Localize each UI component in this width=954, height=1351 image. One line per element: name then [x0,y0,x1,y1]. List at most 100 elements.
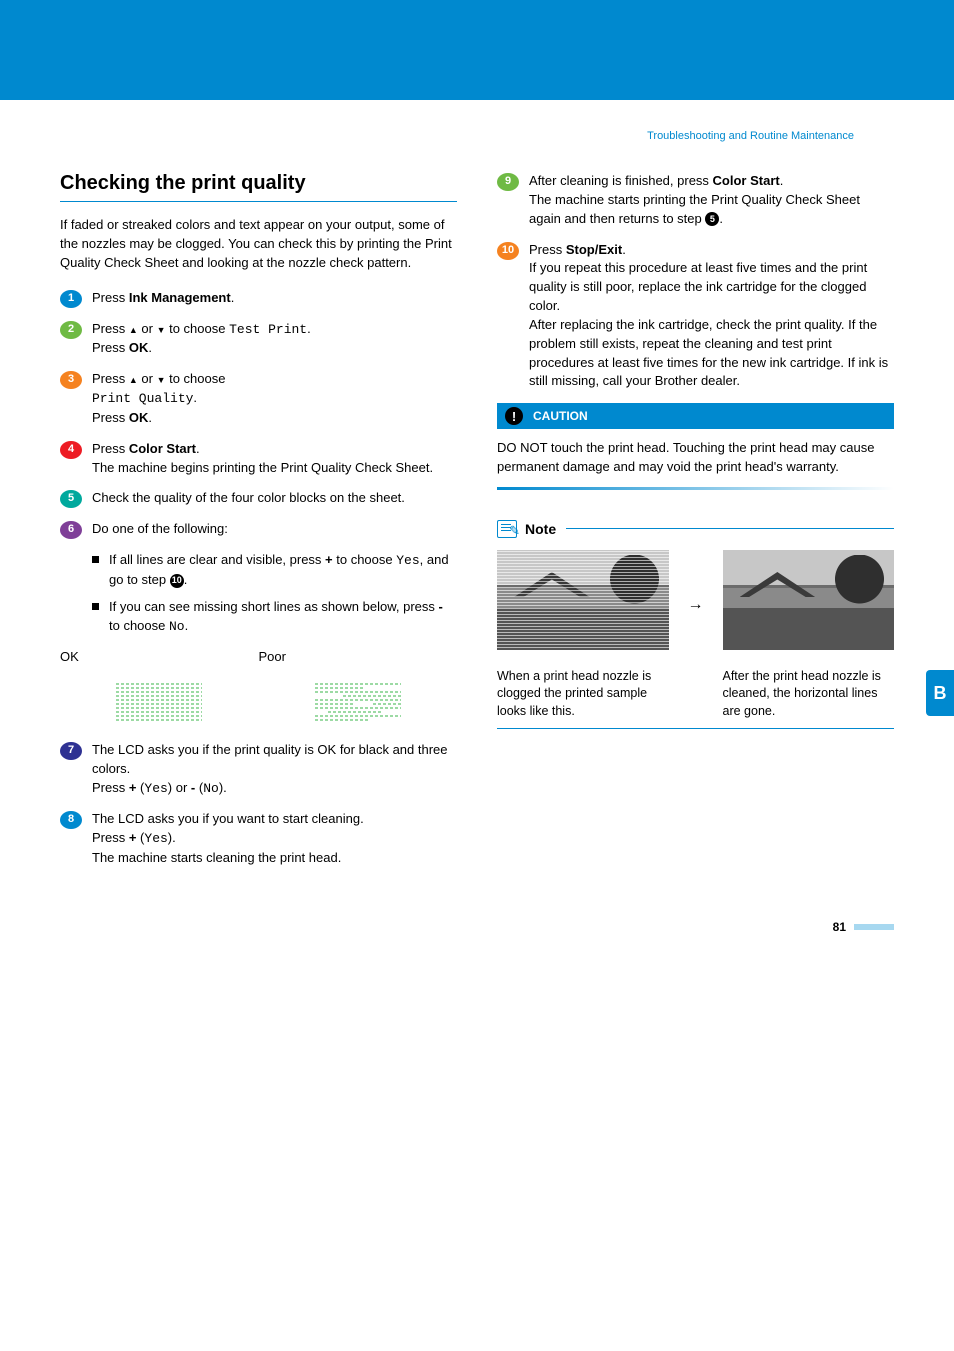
sample-image-clean [723,550,895,650]
text: If you repeat this procedure at least fi… [529,260,867,313]
page-number: 81 [833,920,846,934]
step-6: 6 Do one of the following: [60,520,457,539]
text: . [307,321,311,336]
step-10: 10 Press Stop/Exit. If you repeat this p… [497,241,894,392]
step-9: 9 After cleaning is finished, press Colo… [497,172,894,229]
note-header: Note [497,520,894,538]
bullet-list: If all lines are clear and visible, pres… [92,551,457,636]
text: ) or [168,780,191,795]
text: . [622,242,626,257]
text: The machine starts printing the Print Qu… [529,192,860,226]
section-tab: B [926,670,954,716]
text: . [193,390,197,405]
note-left [497,550,669,660]
text: Press [92,321,129,336]
text: Press [529,242,566,257]
note-label: Note [525,521,556,537]
bold: OK [129,340,149,355]
bullet-2-text: If you can see missing short lines as sh… [109,598,457,637]
text: to choose [165,371,225,386]
roof-icon [514,572,608,597]
nozzle-patterns: placeholder [60,680,457,725]
top-banner [0,0,954,100]
mono: Yes [396,553,419,568]
step-3: 3 Press or to choose Print Quality. Pres… [60,370,457,428]
page-bar-icon [854,924,894,930]
bullet-1: If all lines are clear and visible, pres… [92,551,457,590]
caution-label: CAUTION [533,409,588,423]
text: . [184,572,188,587]
ok-label: OK [60,649,259,664]
step-1-body: Press Ink Management. [92,289,457,308]
ok-poor-labels: OK Poor [60,649,457,664]
text: After cleaning is finished, press [529,173,713,188]
arrow-icon: → [689,550,703,660]
step-8-body: The LCD asks you if you want to start cl… [92,810,457,868]
intro-paragraph: If faded or streaked colors and text app… [60,216,457,273]
note-images: → [497,550,894,660]
spacer [689,668,703,721]
step-7-body: The LCD asks you if the print quality is… [92,741,457,799]
step-4-body: Press Color Start. The machine begins pr… [92,440,457,478]
step-ref-icon: 10 [170,574,184,588]
step-badge-1: 1 [60,290,82,308]
text: If all lines are clear and visible, pres… [109,552,325,567]
up-arrow-icon [129,321,138,336]
step-badge-2: 2 [60,321,82,339]
pattern-ok-svg: placeholder [114,680,204,725]
mono: No [203,781,219,796]
step-1: 1 Press Ink Management. [60,289,457,308]
text: Press [92,371,129,386]
content: Troubleshooting and Routine Maintenance … [0,100,954,920]
note-captions: When a print head nozzle is clogged the … [497,668,894,721]
step-badge-9: 9 [497,173,519,191]
text: ). [168,830,176,845]
step-badge-6: 6 [60,521,82,539]
text: Press [92,780,129,795]
tree-icon [834,555,885,615]
text: The LCD asks you if you want to start cl… [92,811,364,826]
bullet-1-text: If all lines are clear and visible, pres… [109,551,457,590]
text: to choose [165,321,229,336]
page: { "breadcrumb": "Troubleshooting and Rou… [0,0,954,934]
bullet-2: If you can see missing short lines as sh… [92,598,457,637]
caution-body: DO NOT touch the print head. Touching th… [497,439,894,477]
step-7: 7 The LCD asks you if the print quality … [60,741,457,799]
pattern-poor-svg [313,680,403,725]
mono: Yes [144,831,167,846]
page-footer: 81 [0,920,954,934]
two-columns: Checking the print quality If faded or s… [60,172,894,880]
step-9-body: After cleaning is finished, press Color … [529,172,894,229]
text: to choose [333,552,397,567]
step-ref-icon: 5 [705,212,719,226]
note-underline [497,728,894,729]
section-title: Checking the print quality [60,172,457,202]
pattern-ok: placeholder [60,680,259,725]
step-8: 8 The LCD asks you if you want to start … [60,810,457,868]
mono: Yes [144,781,167,796]
step-10-body: Press Stop/Exit. If you repeat this proc… [529,241,894,392]
step-badge-4: 4 [60,441,82,459]
text: . [719,211,723,226]
text: The machine begins printing the Print Qu… [92,460,433,475]
step-badge-5: 5 [60,490,82,508]
caution-header: ! CAUTION [497,403,894,429]
text: ). [219,780,227,795]
mono: Print Quality [92,391,193,406]
pattern-poor [259,680,458,725]
note-icon [497,520,517,538]
bold: + [325,552,333,567]
note-left-caption: When a print head nozzle is clogged the … [497,668,669,721]
step-6-body: Do one of the following: [92,520,457,539]
step-badge-3: 3 [60,371,82,389]
step-5: 5 Check the quality of the four color bl… [60,489,457,508]
text: . [196,441,200,456]
mono: Test Print [229,322,307,337]
tree-icon [609,555,660,615]
caution-underline [497,487,894,490]
text: to choose [109,618,169,633]
text: After replacing the ink cartridge, check… [529,317,888,389]
step-4: 4 Press Color Start. The machine begins … [60,440,457,478]
text: . [148,410,152,425]
roof-icon [740,572,834,597]
